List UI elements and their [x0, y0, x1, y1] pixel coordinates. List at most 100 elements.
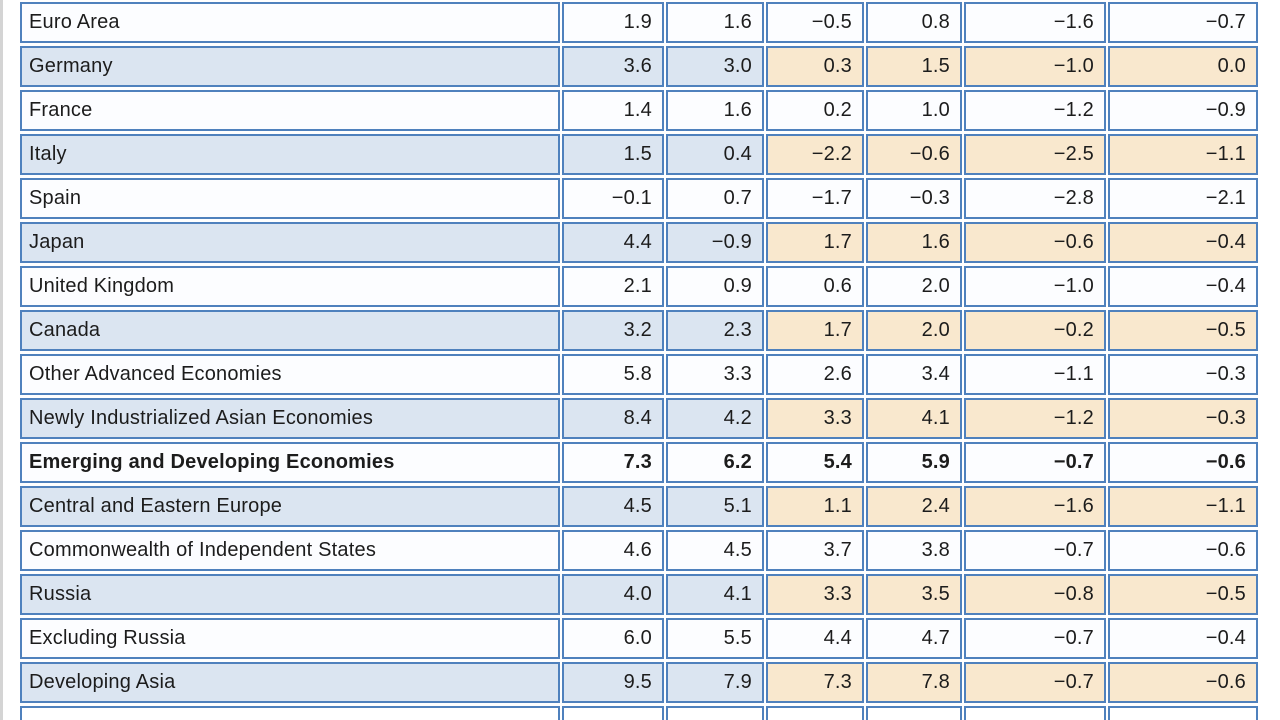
value-cell: −0.7 — [964, 442, 1106, 483]
value-cell: 4.0 — [562, 574, 664, 615]
table-row: United Kingdom 2.1 0.9 0.6 2.0 −1.0 −0.4 — [20, 266, 1258, 307]
value-cell: −0.6 — [1108, 530, 1258, 571]
region-cell: Newly Industrialized Asian Economies — [20, 398, 560, 439]
value-cell: 1.7 — [766, 310, 864, 351]
table-row-partial — [20, 706, 1258, 720]
value-cell: 5.8 — [562, 354, 664, 395]
value-cell: 3.0 — [666, 46, 764, 87]
region-cell: United Kingdom — [20, 266, 560, 307]
value-cell: −0.8 — [964, 574, 1106, 615]
value-cell: 1.9 — [562, 2, 664, 43]
value-cell: −0.4 — [1108, 618, 1258, 659]
value-cell: 3.8 — [866, 530, 962, 571]
value-cell: 3.3 — [666, 354, 764, 395]
region-cell: Euro Area — [20, 2, 560, 43]
value-cell: 8.4 — [562, 398, 664, 439]
value-cell: −1.2 — [964, 398, 1106, 439]
value-cell: −2.1 — [1108, 178, 1258, 219]
value-cell: 3.2 — [562, 310, 664, 351]
region-cell: Russia — [20, 574, 560, 615]
value-cell — [766, 706, 864, 720]
value-cell: −2.8 — [964, 178, 1106, 219]
value-cell: 0.3 — [766, 46, 864, 87]
value-cell: −0.1 — [562, 178, 664, 219]
value-cell: 5.1 — [666, 486, 764, 527]
value-cell: 0.6 — [766, 266, 864, 307]
value-cell: 2.3 — [666, 310, 764, 351]
value-cell: 7.3 — [766, 662, 864, 703]
value-cell: 1.4 — [562, 90, 664, 131]
value-cell: 0.2 — [766, 90, 864, 131]
region-cell: France — [20, 90, 560, 131]
value-cell: 2.1 — [562, 266, 664, 307]
value-cell: −0.9 — [1108, 90, 1258, 131]
value-cell: 2.4 — [866, 486, 962, 527]
value-cell: 3.3 — [766, 574, 864, 615]
value-cell: 4.5 — [562, 486, 664, 527]
value-cell: −1.1 — [1108, 486, 1258, 527]
region-cell: Emerging and Developing Economies — [20, 442, 560, 483]
table-row: Newly Industrialized Asian Economies 8.4… — [20, 398, 1258, 439]
table-row: Excluding Russia 6.0 5.5 4.4 4.7 −0.7 −0… — [20, 618, 1258, 659]
value-cell: 2.0 — [866, 266, 962, 307]
value-cell: −0.3 — [1108, 398, 1258, 439]
value-cell: 0.8 — [866, 2, 962, 43]
region-cell: Italy — [20, 134, 560, 175]
table-row: Other Advanced Economies 5.8 3.3 2.6 3.4… — [20, 354, 1258, 395]
value-cell — [866, 706, 962, 720]
value-cell: 4.4 — [766, 618, 864, 659]
region-cell: Japan — [20, 222, 560, 263]
value-cell: −0.3 — [1108, 354, 1258, 395]
value-cell: −0.7 — [964, 662, 1106, 703]
value-cell: 3.6 — [562, 46, 664, 87]
left-edge-strip — [0, 0, 3, 720]
region-cell: Commonwealth of Independent States — [20, 530, 560, 571]
value-cell: −2.5 — [964, 134, 1106, 175]
value-cell: −0.5 — [766, 2, 864, 43]
value-cell: 7.3 — [562, 442, 664, 483]
table-row: Canada 3.2 2.3 1.7 2.0 −0.2 −0.5 — [20, 310, 1258, 351]
value-cell: 4.6 — [562, 530, 664, 571]
value-cell: 1.7 — [766, 222, 864, 263]
value-cell — [964, 706, 1106, 720]
table-row: Central and Eastern Europe 4.5 5.1 1.1 2… — [20, 486, 1258, 527]
value-cell — [562, 706, 664, 720]
value-cell — [1108, 706, 1258, 720]
region-cell: Central and Eastern Europe — [20, 486, 560, 527]
value-cell: 1.6 — [866, 222, 962, 263]
value-cell: −0.7 — [964, 618, 1106, 659]
value-cell: −0.7 — [1108, 2, 1258, 43]
table-row: Russia 4.0 4.1 3.3 3.5 −0.8 −0.5 — [20, 574, 1258, 615]
value-cell: 1.5 — [866, 46, 962, 87]
region-cell: Spain — [20, 178, 560, 219]
value-cell: 7.8 — [866, 662, 962, 703]
value-cell: −0.2 — [964, 310, 1106, 351]
region-cell: Excluding Russia — [20, 618, 560, 659]
region-cell: Developing Asia — [20, 662, 560, 703]
value-cell: 5.9 — [866, 442, 962, 483]
value-cell: −0.6 — [866, 134, 962, 175]
value-cell: −1.2 — [964, 90, 1106, 131]
value-cell: 2.6 — [766, 354, 864, 395]
value-cell — [666, 706, 764, 720]
table-row: Developing Asia 9.5 7.9 7.3 7.8 −0.7 −0.… — [20, 662, 1258, 703]
region-cell: Germany — [20, 46, 560, 87]
value-cell: −0.7 — [964, 530, 1106, 571]
value-cell: −0.5 — [1108, 310, 1258, 351]
value-cell: −0.6 — [1108, 442, 1258, 483]
region-cell — [20, 706, 560, 720]
value-cell: −1.1 — [964, 354, 1106, 395]
value-cell: 3.5 — [866, 574, 962, 615]
table-row: Euro Area 1.9 1.6 −0.5 0.8 −1.6 −0.7 — [20, 2, 1258, 43]
value-cell: 9.5 — [562, 662, 664, 703]
table-row: Italy 1.5 0.4 −2.2 −0.6 −2.5 −1.1 — [20, 134, 1258, 175]
value-cell: 0.7 — [666, 178, 764, 219]
table-row: Japan 4.4 −0.9 1.7 1.6 −0.6 −0.4 — [20, 222, 1258, 263]
value-cell: 4.1 — [866, 398, 962, 439]
value-cell: −2.2 — [766, 134, 864, 175]
table-row-emerging-total: Emerging and Developing Economies 7.3 6.… — [20, 442, 1258, 483]
value-cell: −0.4 — [1108, 266, 1258, 307]
value-cell: −1.6 — [964, 486, 1106, 527]
table-row: Spain −0.1 0.7 −1.7 −0.3 −2.8 −2.1 — [20, 178, 1258, 219]
